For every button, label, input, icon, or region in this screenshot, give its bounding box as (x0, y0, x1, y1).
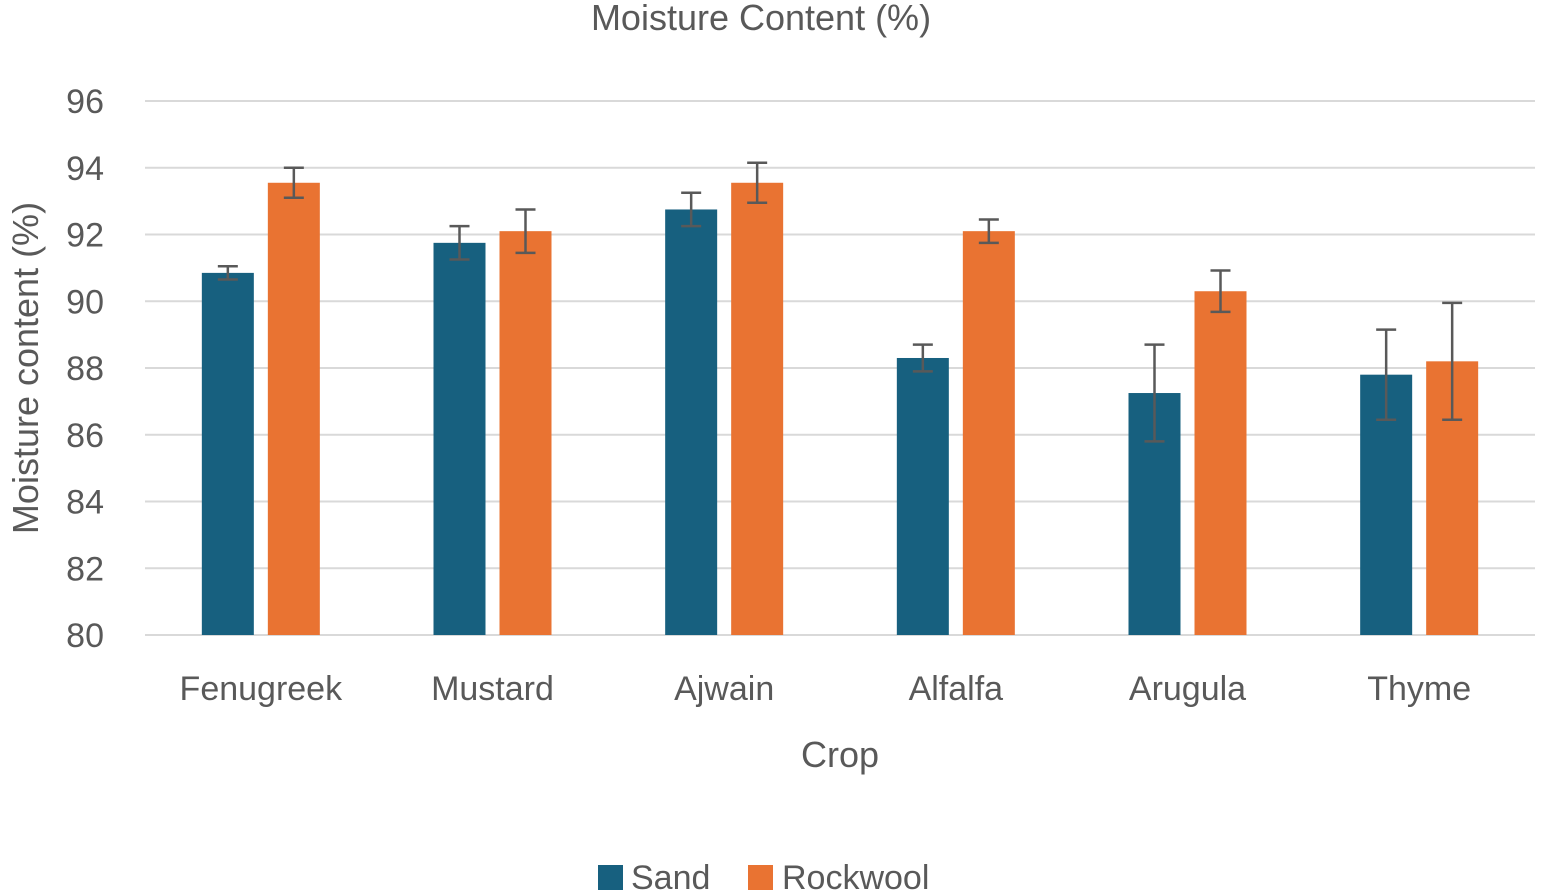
legend-item-rockwool: Rockwool (748, 859, 929, 896)
bar-rockwool-mustard (500, 231, 552, 635)
y-tick-label: 90 (66, 283, 104, 321)
legend-item-sand: Sand (598, 859, 710, 896)
y-tick-label: 84 (66, 484, 104, 522)
y-axis-label: Moisture content (%) (5, 202, 46, 534)
y-tick-label: 82 (66, 550, 104, 588)
y-tick-label: 92 (66, 217, 104, 255)
legend-swatch (748, 865, 773, 890)
x-axis-ticks: Fenugreek Mustard Ajwain Alfalfa Arugula Thym… (180, 670, 1472, 708)
bar-sand-alfalfa (897, 358, 949, 635)
legend: Sand Rockwool (598, 859, 929, 896)
x-axis-label: Crop (801, 734, 879, 775)
gridlines (145, 101, 1535, 635)
x-tick-label: Fenugreek (180, 670, 344, 708)
bar-sand-ajwain (665, 209, 717, 635)
y-tick-label: 88 (66, 350, 104, 388)
x-tick-label: Mustard (431, 670, 554, 708)
legend-label: Sand (631, 859, 710, 896)
x-tick-label: Alfalfa (909, 670, 1004, 708)
bar-rockwool-alfalfa (963, 231, 1015, 635)
bar-rockwool-ajwain (731, 183, 783, 635)
bar-sand-fenugreek (202, 273, 254, 635)
bar-rockwool-fenugreek (268, 183, 320, 635)
x-tick-label: Arugula (1129, 670, 1246, 708)
legend-swatch (598, 865, 623, 890)
bars (202, 183, 1478, 635)
bar-sand-mustard (434, 243, 486, 635)
y-tick-label: 96 (66, 83, 104, 121)
y-tick-label: 86 (66, 417, 104, 455)
y-tick-label: 94 (66, 150, 104, 188)
bar-rockwool-arugula (1195, 291, 1247, 635)
y-axis-ticks: 80 82 84 86 88 90 92 94 96 (66, 83, 104, 655)
x-tick-label: Thyme (1367, 670, 1471, 708)
y-tick-label: 80 (66, 617, 104, 655)
x-tick-label: Ajwain (674, 670, 774, 708)
legend-label: Rockwool (782, 859, 929, 896)
chart-title: Moisture Content (%) (591, 0, 931, 38)
